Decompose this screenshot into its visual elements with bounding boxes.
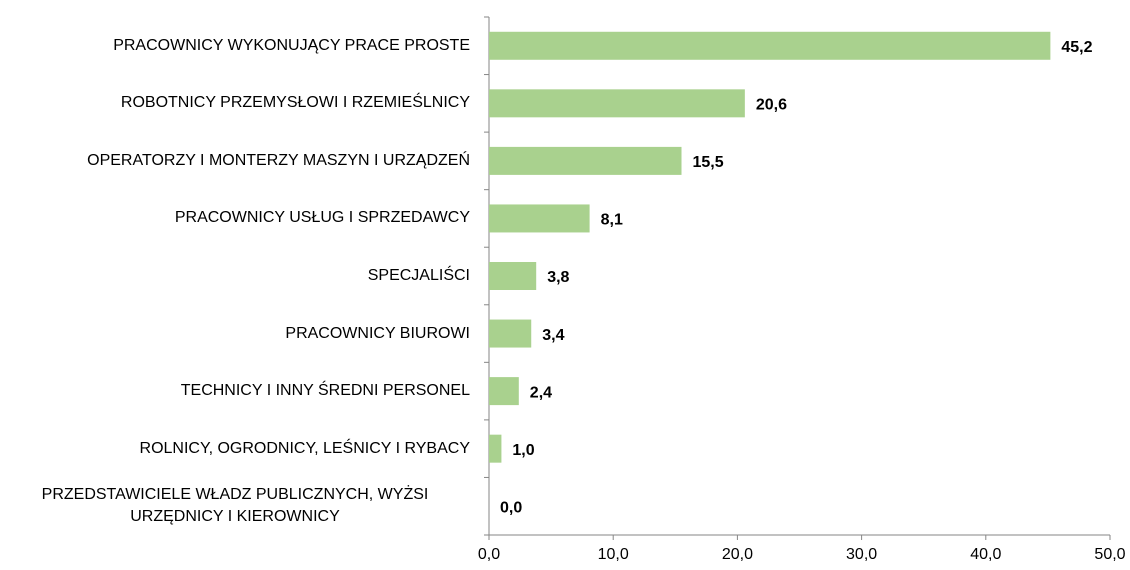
- y-tick-label: ROBOTNICY PRZEMYSŁOWI I RZEMIEŚLNICY: [120, 94, 470, 112]
- value-label: 15,5: [693, 154, 724, 171]
- y-tick-label: SPECJALIŚCI: [367, 267, 470, 284]
- y-tick-label: PRACOWNICY BIUROWI: [285, 324, 470, 342]
- value-label: 1,0: [512, 442, 534, 459]
- bar: [489, 89, 745, 118]
- x-tick-label: 10,0: [598, 546, 629, 563]
- bar: [489, 434, 502, 463]
- y-tick-label: PRZEDSTAWICIELE WŁADZ PUBLICZNYCH, WYŻSI…: [41, 486, 429, 526]
- x-tick-label: 30,0: [846, 546, 877, 563]
- x-tick-label: 0,0: [478, 546, 500, 563]
- bar: [489, 204, 590, 233]
- bar: [489, 31, 1051, 60]
- value-label: 2,4: [530, 384, 552, 401]
- y-tick-label: OPERATORZY I MONTERZY MASZYN I URZĄDZEŃ: [87, 151, 470, 169]
- bar: [489, 146, 682, 175]
- value-label: 8,1: [601, 212, 623, 229]
- bar: [489, 262, 537, 290]
- x-tick-label: 50,0: [1094, 546, 1125, 563]
- y-tick-label: PRACOWNICY WYKONUJĄCY PRACE PROSTE: [113, 36, 470, 54]
- value-label: 3,8: [547, 269, 569, 286]
- y-tick-label: ROLNICY, OGRODNICY, LEŚNICY I RYBACY: [139, 439, 470, 457]
- value-label: 3,4: [542, 327, 564, 344]
- y-tick-label: PRACOWNICY USŁUG I SPRZEDAWCY: [174, 209, 470, 227]
- bar: [489, 319, 532, 348]
- value-label: 0,0: [500, 499, 522, 516]
- x-tick-label: 40,0: [970, 546, 1001, 563]
- value-label: 45,2: [1061, 39, 1092, 56]
- x-tick-label: 20,0: [722, 546, 753, 563]
- value-label: 20,6: [756, 97, 787, 114]
- y-tick-label: TECHNICY I INNY ŚREDNI PERSONEL: [180, 382, 470, 400]
- bar: [489, 377, 519, 406]
